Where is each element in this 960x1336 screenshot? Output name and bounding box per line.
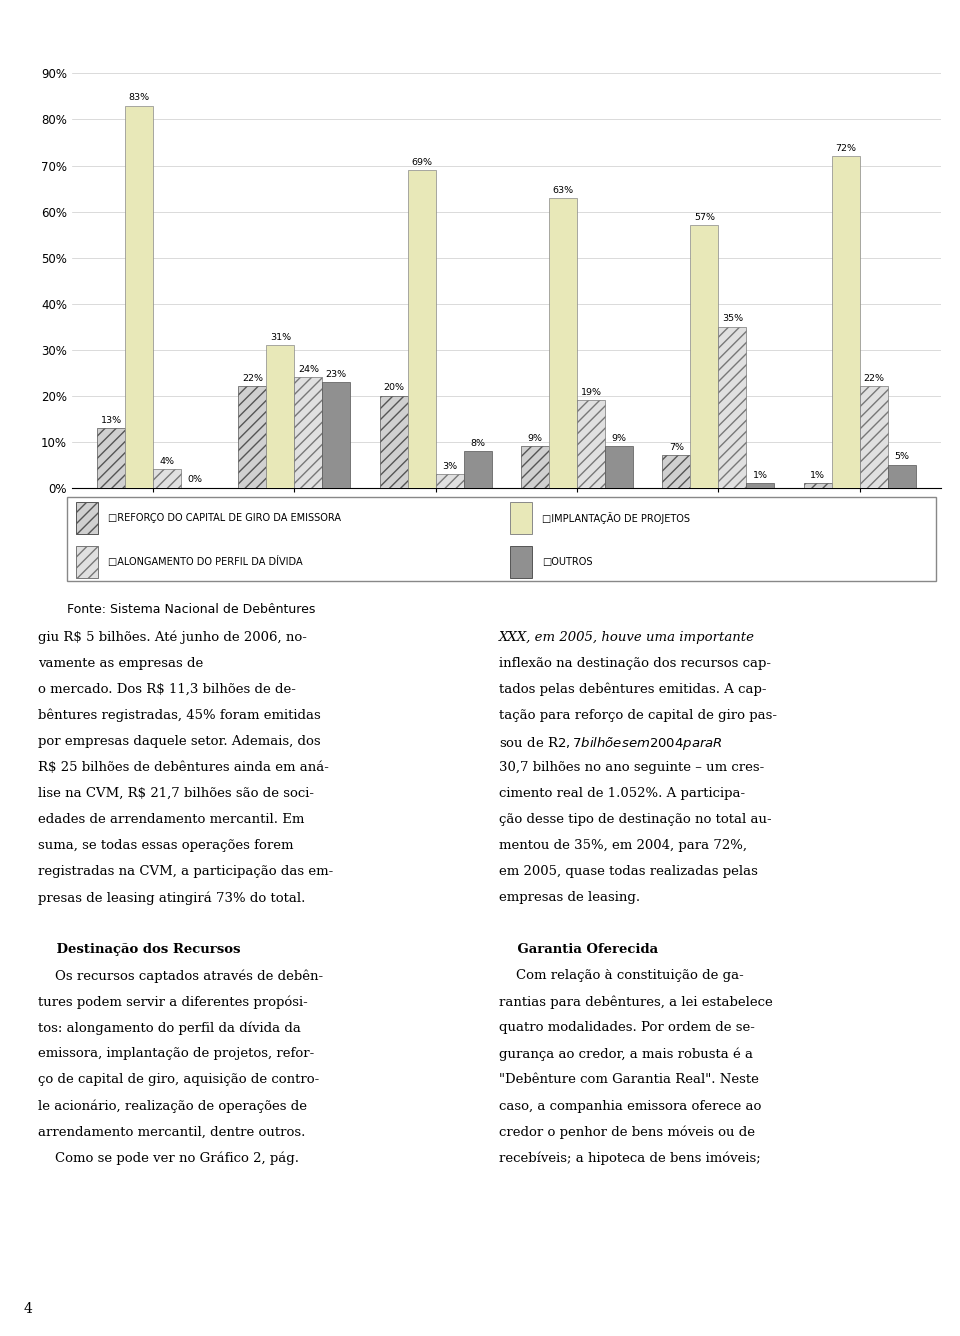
- Text: caso, a companhia emissora oferece ao: caso, a companhia emissora oferece ao: [499, 1100, 761, 1113]
- Text: inflexão na destinação dos recursos cap-: inflexão na destinação dos recursos cap-: [499, 656, 771, 669]
- Text: ço de capital de giro, aquisição de contro-: ço de capital de giro, aquisição de cont…: [38, 1074, 320, 1086]
- Text: 1%: 1%: [810, 470, 826, 480]
- Text: 23%: 23%: [325, 370, 347, 378]
- Bar: [295, 377, 323, 488]
- Text: bêntures registradas, 45% foram emitidas: bêntures registradas, 45% foram emitidas: [38, 708, 322, 723]
- Text: cimento real de 1.052%. A participa-: cimento real de 1.052%. A participa-: [499, 787, 745, 800]
- Bar: [266, 345, 295, 488]
- Bar: [690, 226, 718, 488]
- Text: □REFORÇO DO CAPITAL DE GIRO DA EMISSORA: □REFORÇO DO CAPITAL DE GIRO DA EMISSORA: [108, 513, 341, 522]
- Text: edades de arrendamento mercantil. Em: edades de arrendamento mercantil. Em: [38, 812, 304, 826]
- Text: tação para reforço de capital de giro pas-: tação para reforço de capital de giro pa…: [499, 708, 778, 721]
- Text: Garantia Oferecida: Garantia Oferecida: [499, 943, 659, 957]
- Text: mentou de 35%, em 2004, para 72%,: mentou de 35%, em 2004, para 72%,: [499, 839, 747, 852]
- Bar: [97, 428, 125, 488]
- Text: 9%: 9%: [612, 434, 627, 444]
- Text: empresas de leasing.: empresas de leasing.: [499, 891, 640, 904]
- Text: ção desse tipo de destinação no total au-: ção desse tipo de destinação no total au…: [499, 812, 772, 826]
- Text: 4: 4: [24, 1303, 33, 1316]
- Bar: [380, 395, 408, 488]
- Text: tados pelas debêntures emitidas. A cap-: tados pelas debêntures emitidas. A cap-: [499, 683, 767, 696]
- Text: 3%: 3%: [443, 462, 457, 470]
- Text: "Debênture com Garantia Real". Neste: "Debênture com Garantia Real". Neste: [499, 1074, 759, 1086]
- Text: Fonte: Sistema Nacional de Debêntures: Fonte: Sistema Nacional de Debêntures: [67, 603, 316, 616]
- Text: XXX, em 2005, houve uma importante: XXX, em 2005, houve uma importante: [499, 631, 756, 644]
- Text: 7%: 7%: [669, 444, 684, 452]
- Bar: [577, 401, 605, 488]
- Text: □IMPLANTAÇÃO DE PROJETOS: □IMPLANTAÇÃO DE PROJETOS: [542, 512, 690, 524]
- Bar: [888, 465, 916, 488]
- Text: 1%: 1%: [753, 470, 768, 480]
- Text: Gráfico 2 - Lançamentos de Debêntures por destinação dos recursos: Gráfico 2 - Lançamentos de Debêntures po…: [12, 16, 704, 35]
- Bar: [605, 446, 633, 488]
- Text: 69%: 69%: [411, 158, 432, 167]
- Text: 72%: 72%: [835, 144, 856, 154]
- Text: lise na CVM, R$ 21,7 bilhões são de soci-: lise na CVM, R$ 21,7 bilhões são de soci…: [38, 787, 314, 800]
- Text: emissora, implantação de projetos, refor-: emissora, implantação de projetos, refor…: [38, 1047, 315, 1061]
- Text: R$ 25 bilhões de debêntures ainda em aná-: R$ 25 bilhões de debêntures ainda em aná…: [38, 760, 329, 774]
- Text: gurança ao credor, a mais robusta é a: gurança ao credor, a mais robusta é a: [499, 1047, 754, 1061]
- Bar: [511, 546, 532, 577]
- Text: giu R$ 5 bilhões. Até junho de 2006, no-: giu R$ 5 bilhões. Até junho de 2006, no-: [38, 631, 307, 644]
- Text: Como se pode ver no Gráfico 2, pág.: Como se pode ver no Gráfico 2, pág.: [38, 1152, 300, 1165]
- Text: 20%: 20%: [383, 383, 404, 393]
- Text: 30,7 bilhões no ano seguinte – um cres-: 30,7 bilhões no ano seguinte – um cres-: [499, 760, 764, 774]
- Text: □OUTROS: □OUTROS: [542, 557, 593, 566]
- Text: 83%: 83%: [129, 94, 150, 103]
- Bar: [464, 450, 492, 488]
- Bar: [76, 502, 98, 534]
- Text: 4%: 4%: [159, 457, 175, 466]
- Text: em 2005, quase todas realizadas pelas: em 2005, quase todas realizadas pelas: [499, 866, 758, 878]
- Text: 0%: 0%: [187, 476, 203, 485]
- Bar: [323, 382, 350, 488]
- Bar: [436, 474, 464, 488]
- Bar: [521, 446, 549, 488]
- Text: quatro modalidades. Por ordem de se-: quatro modalidades. Por ordem de se-: [499, 1021, 756, 1034]
- Text: rantias para debêntures, a lei estabelece: rantias para debêntures, a lei estabelec…: [499, 995, 773, 1009]
- Text: tures podem servir a diferentes propósi-: tures podem servir a diferentes propósi-: [38, 995, 308, 1009]
- Bar: [549, 198, 577, 488]
- Text: 24%: 24%: [298, 365, 319, 374]
- Text: □ALONGAMENTO DO PERFIL DA DÍVIDA: □ALONGAMENTO DO PERFIL DA DÍVIDA: [108, 556, 302, 568]
- Text: 22%: 22%: [242, 374, 263, 383]
- Bar: [718, 326, 747, 488]
- Text: 13%: 13%: [101, 415, 122, 425]
- Text: Com relação à constituição de ga-: Com relação à constituição de ga-: [499, 970, 744, 982]
- Text: sou de R$ 2,7 bilhões em 2004 para R$: sou de R$ 2,7 bilhões em 2004 para R$: [499, 735, 723, 752]
- Bar: [747, 484, 775, 488]
- Text: o mercado. Dos R$ 11,3 bilhões de de-: o mercado. Dos R$ 11,3 bilhões de de-: [38, 683, 297, 696]
- Text: 22%: 22%: [863, 374, 884, 383]
- Text: le acionário, realização de operações de: le acionário, realização de operações de: [38, 1100, 307, 1113]
- Text: 35%: 35%: [722, 314, 743, 323]
- Text: 9%: 9%: [528, 434, 542, 444]
- Text: 5%: 5%: [895, 453, 909, 461]
- Bar: [76, 546, 98, 577]
- Text: 31%: 31%: [270, 333, 291, 342]
- Text: suma, se todas essas operações forem: suma, se todas essas operações forem: [38, 839, 294, 852]
- Text: vamente as empresas de: vamente as empresas de: [38, 656, 208, 669]
- Text: recebíveis; a hipoteca de bens imóveis;: recebíveis; a hipoteca de bens imóveis;: [499, 1152, 761, 1165]
- Bar: [804, 484, 831, 488]
- Text: por empresas daquele setor. Ademais, dos: por empresas daquele setor. Ademais, dos: [38, 735, 321, 748]
- Text: presas de leasing atingirá 73% do total.: presas de leasing atingirá 73% do total.: [38, 891, 306, 904]
- Bar: [662, 456, 690, 488]
- Bar: [511, 502, 532, 534]
- Text: registradas na CVM, a participação das em-: registradas na CVM, a participação das e…: [38, 866, 334, 878]
- Bar: [860, 386, 888, 488]
- Bar: [153, 469, 181, 488]
- Bar: [125, 106, 153, 488]
- Text: Os recursos captados através de debên-: Os recursos captados através de debên-: [38, 970, 324, 983]
- Bar: [831, 156, 860, 488]
- Bar: [238, 386, 266, 488]
- Text: tos: alongamento do perfil da dívida da: tos: alongamento do perfil da dívida da: [38, 1021, 301, 1035]
- Bar: [408, 170, 436, 488]
- Text: Destinação dos Recursos: Destinação dos Recursos: [38, 943, 241, 957]
- Text: arrendamento mercantil, dentre outros.: arrendamento mercantil, dentre outros.: [38, 1125, 306, 1138]
- Text: credor o penhor de bens móveis ou de: credor o penhor de bens móveis ou de: [499, 1125, 756, 1140]
- Text: 63%: 63%: [553, 186, 574, 195]
- Text: 8%: 8%: [470, 438, 485, 448]
- Text: 57%: 57%: [694, 214, 715, 222]
- Text: 19%: 19%: [581, 387, 602, 397]
